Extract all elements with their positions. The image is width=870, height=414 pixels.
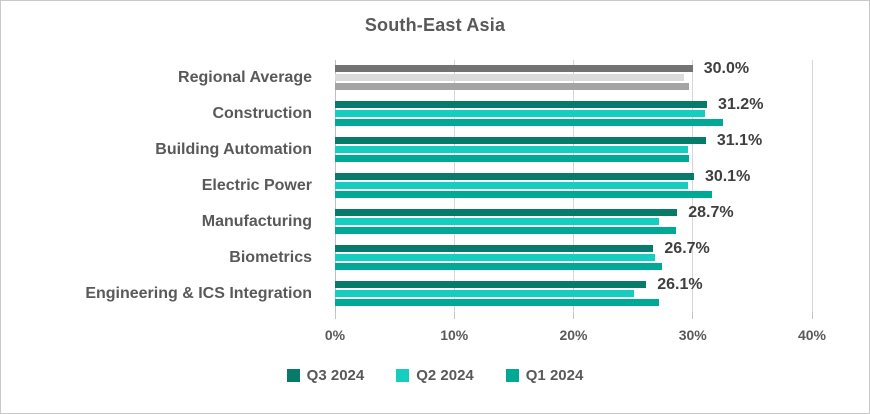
legend-swatch-icon	[505, 369, 519, 382]
bar-q2-2024[interactable]	[335, 110, 705, 117]
bar-q3-2024[interactable]	[335, 245, 654, 252]
legend-swatch-icon	[286, 369, 300, 382]
tick-label: 20%	[559, 327, 588, 343]
bar-group: 30.1%	[335, 168, 812, 204]
category-label: Biometrics	[229, 249, 312, 266]
category-label: Regional Average	[178, 69, 312, 86]
bar-q1-2024[interactable]	[335, 227, 677, 234]
bar-q2-2024[interactable]	[335, 290, 635, 297]
bar-q2-2024[interactable]	[335, 74, 685, 81]
bar-q2-2024[interactable]	[335, 146, 688, 153]
legend-label: Q1 2024	[525, 367, 584, 384]
bar-q1-2024[interactable]	[335, 299, 660, 306]
bar-q2-2024[interactable]	[335, 254, 655, 261]
data-label: 28.7%	[688, 203, 734, 221]
bar-group: 26.1%	[335, 276, 812, 312]
category-label: Electric Power	[201, 177, 312, 194]
category-labels: Regional Average Construction Building Aut…	[1, 60, 323, 312]
data-label: 30.1%	[704, 167, 751, 185]
chart-title[interactable]: South-East Asia	[364, 15, 506, 35]
tick-mark	[811, 312, 813, 319]
gridline	[811, 60, 813, 312]
tick-label: 30%	[678, 327, 707, 343]
legend-item-q1-2024[interactable]: Q1 2024	[505, 367, 584, 384]
bar-q1-2024[interactable]	[335, 119, 723, 126]
x-axis-ticks	[334, 312, 813, 320]
bar-q3-2024[interactable]	[335, 65, 693, 72]
bar-group: 31.1%	[335, 132, 812, 168]
plot-area: 30.0% 31.2% 31.1% 30.1% 28.7% 26.7% 26.1%	[334, 60, 813, 312]
bar-q2-2024[interactable]	[335, 182, 688, 189]
legend-item-q2-2024[interactable]: Q2 2024	[396, 367, 474, 384]
data-label: 31.2%	[718, 95, 764, 113]
bar-q3-2024[interactable]	[335, 209, 678, 216]
data-label: 26.1%	[657, 275, 703, 293]
data-label: 30.0%	[703, 59, 750, 77]
legend-label: Q2 2024	[416, 367, 474, 384]
bar-q1-2024[interactable]	[335, 191, 712, 198]
tick-mark	[692, 312, 694, 319]
category-label: Engineering & ICS Integration	[85, 285, 312, 302]
tick-label: 0%	[324, 327, 346, 343]
category-label: Manufacturing	[201, 213, 312, 230]
tick-mark	[453, 312, 455, 319]
legend-label: Q3 2024	[306, 367, 365, 384]
bar-group: 26.7%	[335, 240, 812, 276]
category-label: Construction	[212, 105, 312, 122]
gridline	[692, 60, 694, 312]
tick-label: 40%	[797, 327, 827, 343]
legend-swatch-icon	[396, 369, 410, 382]
x-axis-tick-labels: 0% 10% 20% 30% 40%	[325, 327, 826, 345]
legend-item-q3-2024[interactable]: Q3 2024	[286, 367, 365, 384]
category-label: Building Automation	[155, 141, 312, 158]
bar-q2-2024[interactable]	[335, 218, 660, 225]
bar-group: 30.0%	[335, 60, 812, 96]
bar-q3-2024[interactable]	[335, 101, 708, 108]
bar-q3-2024[interactable]	[335, 281, 647, 288]
bar-group: 28.7%	[335, 204, 812, 240]
bar-q3-2024[interactable]	[335, 137, 706, 144]
tick-mark	[334, 312, 336, 319]
data-label: 31.1%	[716, 131, 763, 149]
bar-group: 31.2%	[335, 96, 812, 132]
tick-mark	[573, 312, 574, 319]
tick-label: 10%	[440, 327, 469, 343]
bar-q3-2024[interactable]	[335, 173, 694, 180]
bar-q1-2024[interactable]	[335, 155, 690, 162]
data-label: 26.7%	[664, 239, 710, 257]
legend: Q3 2024 Q2 2024 Q1 2024	[1, 367, 869, 384]
bar-q1-2024[interactable]	[335, 263, 662, 270]
bar-q1-2024[interactable]	[335, 83, 690, 90]
